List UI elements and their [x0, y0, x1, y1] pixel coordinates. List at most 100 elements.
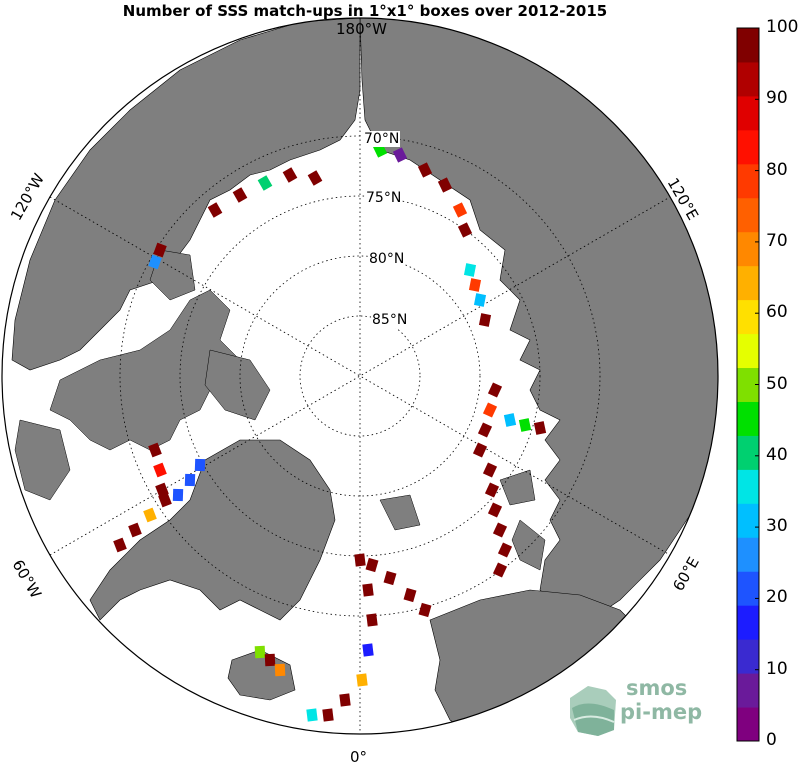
- colorbar-tick-label: 30: [766, 516, 788, 537]
- matchup-cell: [463, 263, 477, 277]
- matchup-cell: [257, 175, 273, 191]
- matchup-cell: [492, 522, 508, 538]
- matchup-cell: [437, 177, 453, 193]
- matchup-cell: [503, 413, 517, 427]
- logo-text-smos: smos: [626, 676, 688, 700]
- colorbar-segment: [737, 537, 759, 572]
- colorbar-tick-label: 20: [766, 587, 788, 608]
- matchup-cell: [158, 492, 172, 508]
- colorbar-segment: [737, 401, 759, 436]
- colorbar-segment: [737, 231, 759, 267]
- matchup-cell: [322, 708, 334, 722]
- matchup-cell: [307, 170, 323, 186]
- colorbar-segment: [737, 299, 759, 335]
- matchup-cell: [497, 542, 513, 558]
- matchup-cell: [484, 482, 500, 498]
- colorbar-tick-label: 70: [766, 230, 788, 251]
- colorbar-tick-label: 100: [766, 17, 799, 37]
- matchup-cell: [383, 570, 397, 586]
- matchup-cell: [417, 162, 433, 178]
- map-title: Number of SSS match-ups in 1°x1° boxes o…: [122, 2, 608, 20]
- matchup-cell: [274, 663, 286, 677]
- colorbar-tick-label: 50: [766, 373, 788, 394]
- colorbar-segment: [737, 163, 759, 199]
- colorbar-segment: [737, 367, 759, 402]
- matchup-cell: [356, 673, 368, 687]
- smos-pi-mep-logo: smos pi-mep: [568, 676, 708, 738]
- matchup-cell: [254, 645, 266, 659]
- matchup-cell: [487, 382, 503, 398]
- colorbar-tick-label: 90: [766, 88, 788, 109]
- colorbar-segment: [737, 28, 759, 63]
- matchup-cell: [362, 643, 374, 657]
- land-north-america: [11, 18, 361, 371]
- matchup-cell: [148, 254, 162, 270]
- lat-label-75: 75°N: [365, 190, 403, 206]
- matchup-cell: [194, 458, 206, 472]
- matchup-cell: [184, 473, 196, 487]
- land-greenland: [89, 439, 336, 621]
- matchup-cell: [113, 537, 127, 553]
- colorbar-segment: [737, 129, 759, 165]
- matchup-cell: [282, 167, 298, 183]
- matchup-cell: [473, 293, 487, 307]
- colorbar-segment: [737, 503, 759, 538]
- matchup-cell: [365, 557, 379, 573]
- matchup-cell: [354, 553, 366, 567]
- colorbar-tick-label: 0: [766, 730, 777, 750]
- matchup-cell: [533, 421, 547, 435]
- colorbar-segment: [737, 61, 759, 97]
- colorbar-segment: [737, 571, 759, 606]
- matchup-cell: [207, 202, 223, 218]
- colorbar-tick-label: 80: [766, 159, 788, 180]
- matchup-cell: [232, 187, 248, 203]
- matchup-cell: [457, 222, 473, 238]
- lat-label-70: 70°N: [363, 131, 401, 147]
- matchup-cell: [362, 583, 374, 597]
- matchup-cell: [392, 147, 408, 163]
- matchup-cell: [487, 502, 503, 518]
- matchup-cell: [472, 442, 488, 458]
- matchup-cell: [143, 507, 157, 523]
- colorbar-tick-label: 40: [766, 444, 788, 465]
- colorbar-segment: [737, 469, 759, 504]
- matchup-cell: [418, 602, 432, 618]
- matchup-cell: [468, 278, 482, 292]
- matchup-cell: [339, 693, 351, 707]
- matchup-cell: [492, 562, 508, 578]
- matchup-cell: [452, 202, 468, 218]
- colorbar-segment: [737, 265, 759, 301]
- lon-label-bottom: 0°: [350, 748, 368, 766]
- matchup-cell: [366, 613, 378, 627]
- matchup-cell: [518, 418, 532, 432]
- colorbar-tick-label: 60: [766, 302, 788, 323]
- colorbar-segment: [737, 639, 759, 674]
- matchup-cell: [306, 708, 318, 722]
- colorbar-tick-label: 10: [766, 658, 788, 679]
- colorbar-segment: [737, 435, 759, 470]
- matchup-cell: [172, 488, 184, 502]
- matchup-cell: [482, 402, 498, 418]
- matchup-cell: [403, 587, 417, 603]
- colorbar-segment: [737, 197, 759, 233]
- lon-label-top: 180°W: [336, 20, 387, 38]
- logo-text-pi-mep: pi-mep: [620, 700, 703, 724]
- colorbar-segment: [737, 707, 759, 742]
- lat-label-80: 80°N: [368, 251, 406, 267]
- matchup-cell: [264, 653, 276, 667]
- lat-label-85: 85°N: [371, 312, 409, 328]
- matchup-cell: [153, 242, 167, 258]
- matchup-cell: [153, 462, 167, 478]
- colorbar-segment: [737, 95, 759, 131]
- matchup-cell: [482, 462, 498, 478]
- matchup-cell: [148, 442, 162, 458]
- logo-graphic-icon: [570, 686, 616, 736]
- matchup-cell: [478, 313, 492, 327]
- colorbar-segment: [737, 673, 759, 708]
- matchup-cell: [128, 522, 142, 538]
- colorbar-segment: [737, 605, 759, 640]
- matchup-cell: [477, 422, 493, 438]
- colorbar-segment: [737, 333, 759, 369]
